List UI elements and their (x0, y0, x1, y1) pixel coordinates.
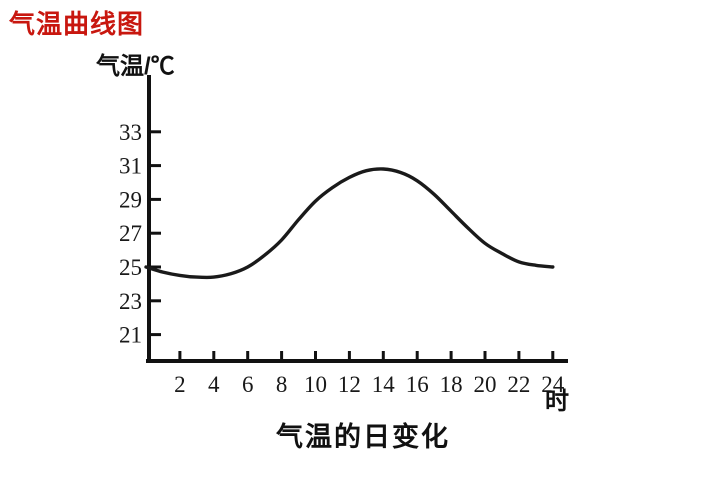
temperature-curve (144, 167, 555, 280)
x-tick-label: 24 (541, 372, 565, 397)
page-title: 气温曲线图 (9, 9, 145, 39)
y-tick-label: 27 (119, 221, 142, 246)
temperature-curve-path (144, 167, 555, 280)
x-axis-unit-label: 时 (545, 388, 569, 415)
chart-axes (146, 75, 568, 363)
y-tick-label: 29 (119, 187, 142, 212)
x-tick-label: 12 (338, 372, 361, 397)
x-tick-label: 10 (304, 372, 327, 397)
x-tick-label: 8 (276, 372, 288, 397)
x-tick-label: 14 (372, 372, 396, 397)
y-tick-label: 21 (119, 323, 142, 348)
x-tick-label: 2 (174, 372, 186, 397)
chart-caption: 气温的日变化 (275, 421, 450, 452)
x-tick-label: 18 (440, 372, 463, 397)
y-tick-label: 25 (119, 255, 142, 280)
x-tick-label: 6 (242, 372, 254, 397)
y-tick-label: 31 (119, 154, 142, 179)
x-tick-label: 22 (507, 372, 530, 397)
x-tick-label: 4 (208, 372, 220, 397)
y-axis-label: 气温/℃ (95, 52, 175, 80)
y-tick-label: 23 (119, 289, 142, 314)
y-tick-label: 33 (119, 120, 142, 145)
x-tick-label: 20 (474, 372, 497, 397)
x-tick-label: 16 (406, 372, 429, 397)
